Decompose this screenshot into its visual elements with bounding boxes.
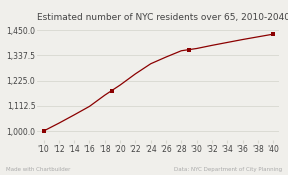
Text: Estimated number of NYC residents over 65, 2010-2040 (in thousand): Estimated number of NYC residents over 6… [37,13,288,22]
Text: Made with Chartbuilder: Made with Chartbuilder [6,167,70,172]
Text: Data: NYC Department of City Planning: Data: NYC Department of City Planning [174,167,282,172]
